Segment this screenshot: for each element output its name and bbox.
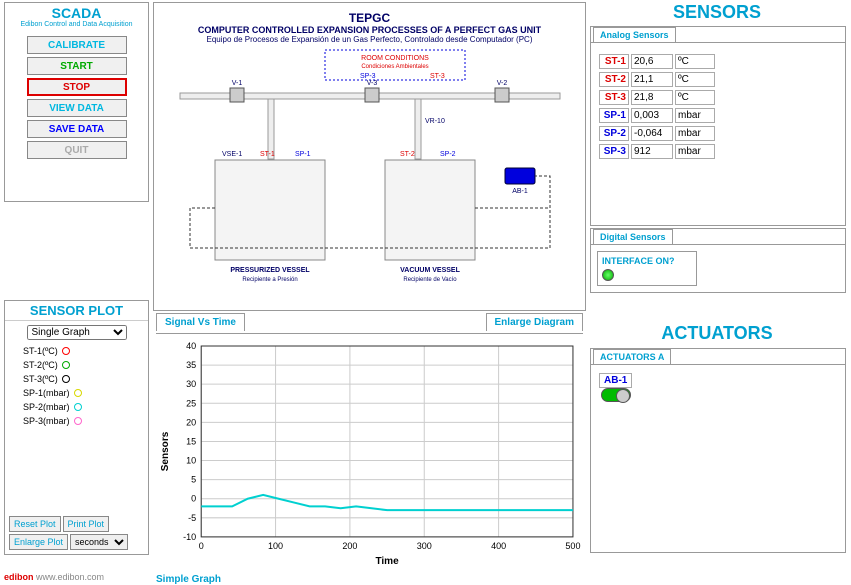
interface-label: INTERFACE ON?: [602, 256, 692, 266]
actuator-ab1-label: AB-1: [599, 373, 632, 388]
legend-item[interactable]: ST-1(ºC): [23, 344, 148, 358]
sensor-plot-title: SENSOR PLOT: [5, 301, 148, 321]
quit-button[interactable]: QUIT: [27, 141, 127, 159]
sensor-row: ST-221,1ºC: [599, 72, 837, 87]
svg-text:ST-2: ST-2: [400, 151, 415, 158]
svg-text:0: 0: [199, 541, 204, 551]
diagram-title-3: Equipo de Procesos de Expansión de un Ga…: [154, 35, 585, 44]
sensor-row: SP-3912mbar: [599, 144, 837, 159]
svg-text:ROOM CONDITIONS: ROOM CONDITIONS: [361, 55, 429, 62]
actuators-title: ACTUATORS: [593, 323, 841, 344]
svg-text:0: 0: [191, 494, 196, 504]
start-button[interactable]: START: [27, 57, 127, 75]
digital-sensors-panel: Digital Sensors INTERFACE ON?: [590, 228, 846, 293]
svg-text:Time: Time: [375, 556, 399, 567]
svg-text:100: 100: [268, 541, 283, 551]
actuator-ab1-toggle[interactable]: [601, 388, 631, 402]
diagram-panel: TEPGC COMPUTER CONTROLLED EXPANSION PROC…: [153, 2, 586, 311]
legend-item[interactable]: SP-2(mbar): [23, 400, 148, 414]
svg-text:VSE-1: VSE-1: [222, 151, 242, 158]
svg-text:SP-1: SP-1: [295, 151, 311, 158]
interface-box: INTERFACE ON?: [597, 251, 697, 286]
svg-text:ST-1: ST-1: [260, 151, 275, 158]
svg-text:PRESSURIZED VESSEL: PRESSURIZED VESSEL: [230, 267, 310, 274]
svg-text:VR-10: VR-10: [425, 118, 445, 125]
sensors-title: SENSORS: [593, 2, 841, 23]
svg-text:35: 35: [186, 360, 196, 370]
tab-signal-vs-time[interactable]: Signal Vs Time: [156, 313, 245, 331]
legend-item[interactable]: SP-1(mbar): [23, 386, 148, 400]
tab-analog-sensors[interactable]: Analog Sensors: [593, 27, 676, 42]
tab-actuators-a[interactable]: ACTUATORS A: [593, 349, 671, 364]
svg-text:Recipiente a Presión: Recipiente a Presión: [242, 277, 297, 283]
svg-text:200: 200: [342, 541, 357, 551]
scada-panel: SCADA Edibon Control and Data Acquisitio…: [4, 2, 149, 202]
svg-text:VACUUM VESSEL: VACUUM VESSEL: [400, 267, 460, 274]
sensor-row: ST-321,8ºC: [599, 90, 837, 105]
sensor-row: ST-120,6ºC: [599, 54, 837, 69]
reset-plot-button[interactable]: Reset Plot: [9, 516, 61, 532]
print-plot-button[interactable]: Print Plot: [63, 516, 110, 532]
svg-text:V-2: V-2: [496, 80, 507, 87]
svg-text:25: 25: [186, 398, 196, 408]
save-data-button[interactable]: SAVE DATA: [27, 120, 127, 138]
tab-digital-sensors[interactable]: Digital Sensors: [593, 229, 673, 244]
chart-svg: -10-505101520253035400100200300400500Sen…: [156, 334, 583, 569]
svg-text:40: 40: [186, 341, 196, 351]
svg-text:-5: -5: [188, 513, 196, 523]
diagram-title-2: COMPUTER CONTROLLED EXPANSION PROCESSES …: [154, 25, 585, 35]
svg-text:400: 400: [491, 541, 506, 551]
interface-led: [602, 269, 614, 281]
actuators-panel: ACTUATORS A AB-1: [590, 348, 846, 553]
time-unit-select[interactable]: seconds: [70, 534, 128, 550]
svg-text:Condiciones Ambientales: Condiciones Ambientales: [361, 64, 428, 70]
legend-list: ST-1(ºC)ST-2(ºC)ST-3(ºC)SP-1(mbar)SP-2(m…: [23, 344, 148, 428]
sensor-plot-panel: SENSOR PLOT Single Graph ST-1(ºC)ST-2(ºC…: [4, 300, 149, 555]
svg-text:15: 15: [186, 436, 196, 446]
sensors-panel: Analog Sensors ST-120,6ºC ST-221,1ºC ST-32…: [590, 26, 846, 226]
svg-text:5: 5: [191, 475, 196, 485]
footer-link[interactable]: www.edibon.com: [36, 572, 104, 582]
enlarge-plot-button[interactable]: Enlarge Plot: [9, 534, 68, 550]
scada-subtitle: Edibon Control and Data Acquisition: [5, 21, 148, 28]
sensor-row: SP-2-0,064mbar: [599, 126, 837, 141]
legend-item[interactable]: ST-2(ºC): [23, 358, 148, 372]
process-diagram: ROOM CONDITIONS Condiciones Ambientales …: [160, 48, 580, 298]
chart-footer: Simple Graph: [156, 574, 221, 585]
sensor-row: SP-10,003mbar: [599, 108, 837, 123]
svg-text:500: 500: [565, 541, 580, 551]
svg-text:SP-2: SP-2: [440, 151, 456, 158]
legend-item[interactable]: ST-3(ºC): [23, 372, 148, 386]
chart-panel: Signal Vs Time Enlarge Diagram -10 -5 0 5 10…: [153, 313, 586, 583]
stop-button[interactable]: STOP: [27, 78, 127, 96]
svg-text:AB-1: AB-1: [512, 188, 528, 195]
svg-text:ST-3: ST-3: [430, 73, 445, 80]
svg-text:SP-3: SP-3: [360, 73, 376, 80]
svg-text:Sensors: Sensors: [160, 431, 171, 471]
svg-text:300: 300: [417, 541, 432, 551]
svg-text:-10: -10: [183, 532, 196, 542]
legend-item[interactable]: SP-3(mbar): [23, 414, 148, 428]
footer-brand: edibon www.edibon.com: [4, 572, 104, 582]
svg-text:V-1: V-1: [231, 80, 242, 87]
plot-type-select[interactable]: Single Graph: [27, 325, 127, 340]
scada-title: SCADA: [5, 5, 148, 21]
tab-enlarge-diagram[interactable]: Enlarge Diagram: [486, 313, 583, 331]
svg-text:Recipiente de Vacío: Recipiente de Vacío: [403, 277, 457, 283]
view-data-button[interactable]: VIEW DATA: [27, 99, 127, 117]
svg-text:30: 30: [186, 379, 196, 389]
svg-text:20: 20: [186, 417, 196, 427]
diagram-title-1: TEPGC: [154, 11, 585, 25]
svg-text:10: 10: [186, 456, 196, 466]
calibrate-button[interactable]: CALIBRATE: [27, 36, 127, 54]
svg-text:V-3: V-3: [366, 80, 377, 87]
